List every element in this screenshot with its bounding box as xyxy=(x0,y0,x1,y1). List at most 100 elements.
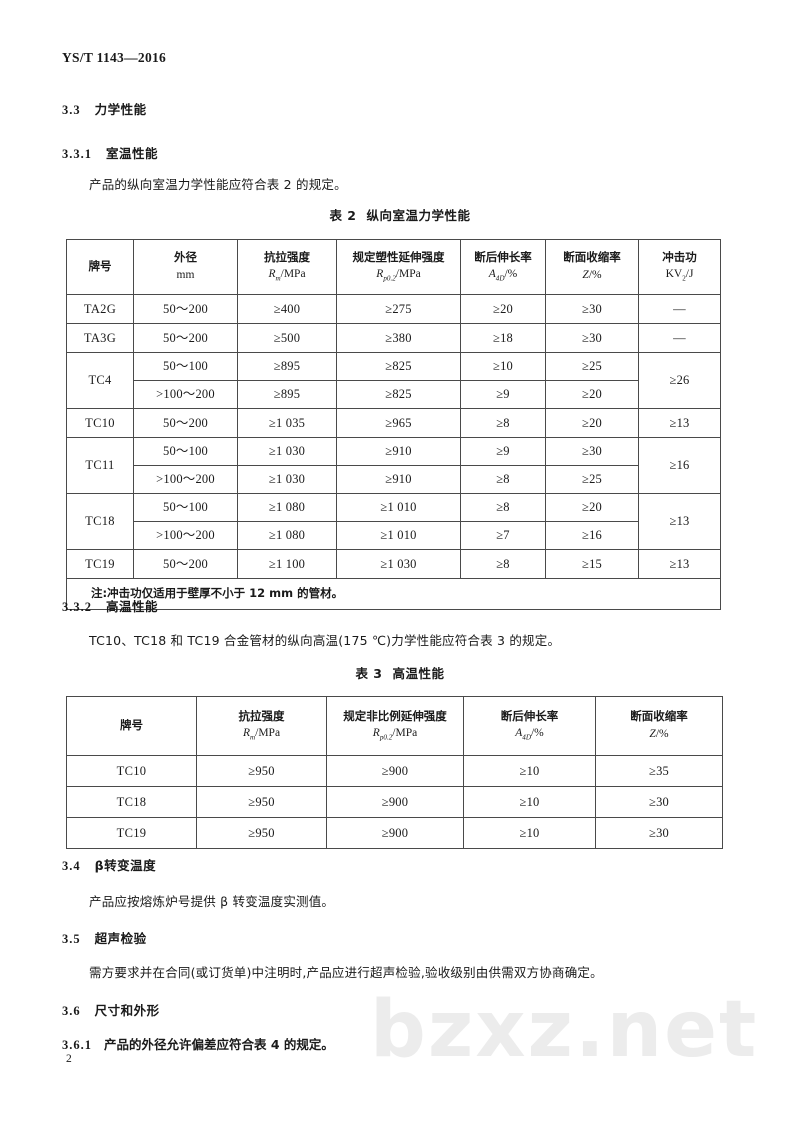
table-row: TC11 50～100 ≥1 030 ≥910 ≥9 ≥30 ≥16 xyxy=(66,437,721,494)
table-2-col-impact-energy: 冲击功 KV2/J xyxy=(638,239,721,295)
cell-diameter: 50～200 xyxy=(133,294,238,324)
cell-kv2: ≥16 xyxy=(638,437,721,494)
section-number: 3.5 xyxy=(62,932,81,946)
table-row: TC10 ≥950 ≥900 ≥10 ≥35 xyxy=(66,755,723,787)
section-heading-3-6-1: 3.6.1 产品的外径允许偏差应符合表 4 的规定。 xyxy=(62,1034,334,1053)
note-text: 冲击功仅适用于壁厚不小于 12 mm 的管材。 xyxy=(107,586,344,601)
cell-diameter: 50～100 xyxy=(133,437,238,466)
table-2-col-grade: 牌号 xyxy=(66,239,134,295)
cell-a4d: ≥18 xyxy=(460,323,546,353)
cell-a4d: ≥8 xyxy=(460,408,546,438)
cell-z: ≥30 xyxy=(595,786,723,818)
cell-kv2: — xyxy=(638,294,721,324)
section-number: 3.6.1 xyxy=(62,1038,92,1052)
table-2-col-elongation: 断后伸长率 A4D/% xyxy=(460,239,546,295)
cell-a4d: ≥9 xyxy=(460,380,546,409)
table-row: TC19 ≥950 ≥900 ≥10 ≥30 xyxy=(66,817,723,849)
cell-rp02: ≥275 xyxy=(336,294,461,324)
table-row: >100～200 ≥895 ≥825 ≥9 ≥20 xyxy=(67,380,721,409)
cell-diameter: >100～200 xyxy=(133,380,238,409)
cell-rm: ≥895 xyxy=(237,380,337,409)
cell-rm: ≥950 xyxy=(196,786,327,818)
cell-grade: TC10 xyxy=(66,755,197,787)
table-row: TC19 50～200 ≥1 100 ≥1 030 ≥8 ≥15 ≥13 xyxy=(66,549,721,579)
cell-rm: ≥950 xyxy=(196,817,327,849)
cell-rp02: ≥910 xyxy=(336,437,461,466)
section-title: 尺寸和外形 xyxy=(94,1003,160,1018)
cell-grade: TA2G xyxy=(66,294,134,324)
cell-grade: TC18 xyxy=(66,493,134,550)
table-3-col-proof-strength: 规定非比例延伸强度 Rp0.2/MPa xyxy=(326,696,464,756)
cell-rp02: ≥825 xyxy=(336,352,461,381)
cell-z: ≥30 xyxy=(545,323,639,353)
cell-rm: ≥1 030 xyxy=(237,437,337,466)
cell-z: ≥30 xyxy=(545,294,639,324)
section-heading-3-3-1: 3.3.1 室温性能 xyxy=(62,143,158,162)
table-2-col-proof-strength: 规定塑性延伸强度 Rp0.2/MPa xyxy=(336,239,461,295)
paragraph-3-4: 产品应按熔炼炉号提供 β 转变温度实测值。 xyxy=(89,894,335,909)
cell-grade: TC4 xyxy=(66,352,134,409)
cell-a4d: ≥9 xyxy=(460,437,546,466)
page-number: 2 xyxy=(66,1053,72,1065)
section-heading-3-3: 3.3 力学性能 xyxy=(62,99,147,118)
cell-z: ≥30 xyxy=(595,817,723,849)
cell-diameter: 50～100 xyxy=(133,493,238,522)
cell-rm: ≥950 xyxy=(196,755,327,787)
cell-rp02: ≥1 010 xyxy=(336,493,461,522)
watermark: bzxz.net xyxy=(370,985,759,1075)
cell-grade: TC10 xyxy=(66,408,134,438)
cell-diameter: >100～200 xyxy=(133,465,238,494)
cell-rm: ≥895 xyxy=(237,352,337,381)
note-label: 注: xyxy=(91,586,108,601)
table-2-caption-title: 纵向室温力学性能 xyxy=(366,208,471,223)
cell-z: ≥30 xyxy=(545,437,639,466)
section-title: 力学性能 xyxy=(94,102,147,117)
section-heading-3-3-2: 3.3.2 高温性能 xyxy=(62,596,158,615)
cell-rp02: ≥825 xyxy=(336,380,461,409)
cell-rm: ≥1 030 xyxy=(237,465,337,494)
paragraph-3-5: 需方要求并在合同(或订货单)中注明时,产品应进行超声检验,验收级别由供需双方协商… xyxy=(89,965,603,980)
table-row: >100～200 ≥1 080 ≥1 010 ≥7 ≥16 xyxy=(67,521,721,550)
cell-rm: ≥400 xyxy=(237,294,337,324)
table-3-col-elongation: 断后伸长率 A4D/% xyxy=(463,696,596,756)
table-2: 牌号 外径 mm 抗拉强度 Rm/MPa 规定塑性延伸强度 Rp0.2/MPa xyxy=(66,239,721,610)
cell-diameter: >100～200 xyxy=(133,521,238,550)
table-2-note: 注:冲击功仅适用于壁厚不小于 12 mm 的管材。 xyxy=(66,578,721,610)
cell-rm: ≥1 035 xyxy=(237,408,337,438)
cell-rp02: ≥380 xyxy=(336,323,461,353)
cell-kv2: — xyxy=(638,323,721,353)
cell-kv2: ≥26 xyxy=(638,352,721,409)
cell-kv2: ≥13 xyxy=(638,408,721,438)
cell-z: ≥15 xyxy=(545,549,639,579)
cell-rm: ≥500 xyxy=(237,323,337,353)
section-title: 高温性能 xyxy=(106,599,159,614)
table-row: >100～200 ≥1 030 ≥910 ≥8 ≥25 xyxy=(67,465,721,494)
section-title: 超声检验 xyxy=(94,931,147,946)
table-3-caption: 表 3 高温性能 xyxy=(0,663,800,682)
cell-z: ≥20 xyxy=(545,493,639,522)
cell-diameter: 50～200 xyxy=(133,323,238,353)
cell-diameter: 50～100 xyxy=(133,352,238,381)
cell-a4d: ≥10 xyxy=(463,817,596,849)
cell-rp02: ≥1 030 xyxy=(336,549,461,579)
paragraph-3-3-2: TC10、TC18 和 TC19 合金管材的纵向高温(175 ℃)力学性能应符合… xyxy=(89,633,561,648)
table-3-col-tensile-strength: 抗拉强度 Rm/MPa xyxy=(196,696,327,756)
cell-grade: TC19 xyxy=(66,817,197,849)
cell-grade: TC19 xyxy=(66,549,134,579)
section-number: 3.3.2 xyxy=(62,600,92,614)
table-row: TC18 ≥950 ≥900 ≥10 ≥30 xyxy=(66,786,723,818)
table-3: 牌号 抗拉强度 Rm/MPa 规定非比例延伸强度 Rp0.2/MPa 断后伸长率… xyxy=(66,696,723,849)
table-row: TA2G 50～200 ≥400 ≥275 ≥20 ≥30 — xyxy=(66,294,721,324)
section-heading-3-6: 3.6 尺寸和外形 xyxy=(62,1000,160,1019)
cell-rp02: ≥1 010 xyxy=(336,521,461,550)
cell-rp02: ≥900 xyxy=(326,755,464,787)
cell-a4d: ≥8 xyxy=(460,549,546,579)
cell-kv2: ≥13 xyxy=(638,493,721,550)
table-2-caption: 表 2 纵向室温力学性能 xyxy=(0,205,800,224)
cell-kv2: ≥13 xyxy=(638,549,721,579)
table-3-caption-label: 表 3 xyxy=(355,666,383,681)
cell-a4d: ≥8 xyxy=(460,465,546,494)
cell-z: ≥20 xyxy=(545,380,639,409)
table-row: TC18 50～100 ≥1 080 ≥1 010 ≥8 ≥20 ≥13 xyxy=(66,493,721,550)
